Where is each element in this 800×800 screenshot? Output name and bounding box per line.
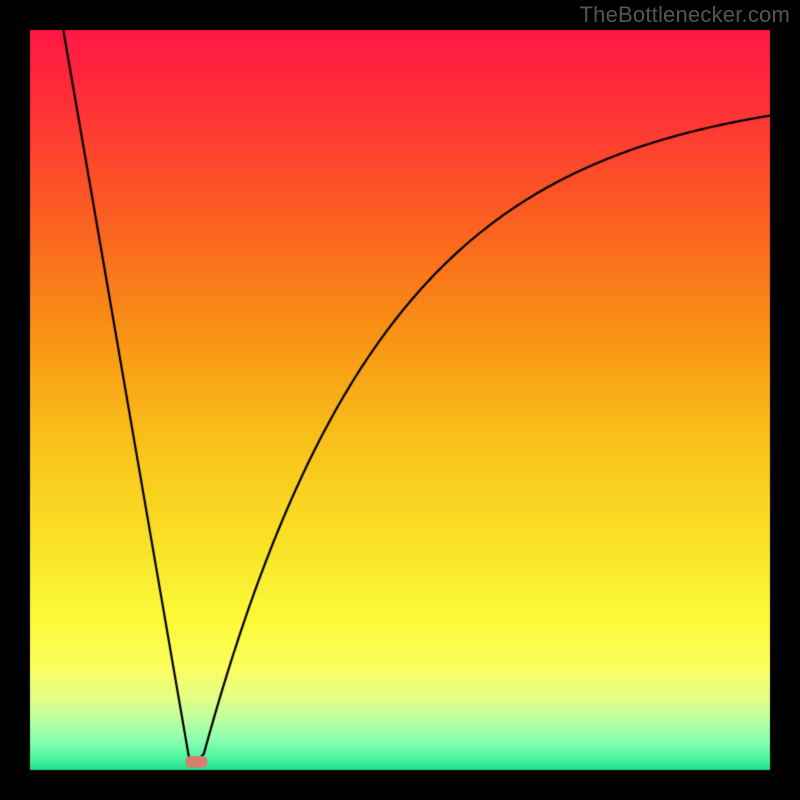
chart-viewport: TheBottlenecker.com — [0, 0, 800, 800]
bottleneck-chart-canvas — [0, 0, 800, 800]
watermark-text: TheBottlenecker.com — [580, 2, 790, 28]
